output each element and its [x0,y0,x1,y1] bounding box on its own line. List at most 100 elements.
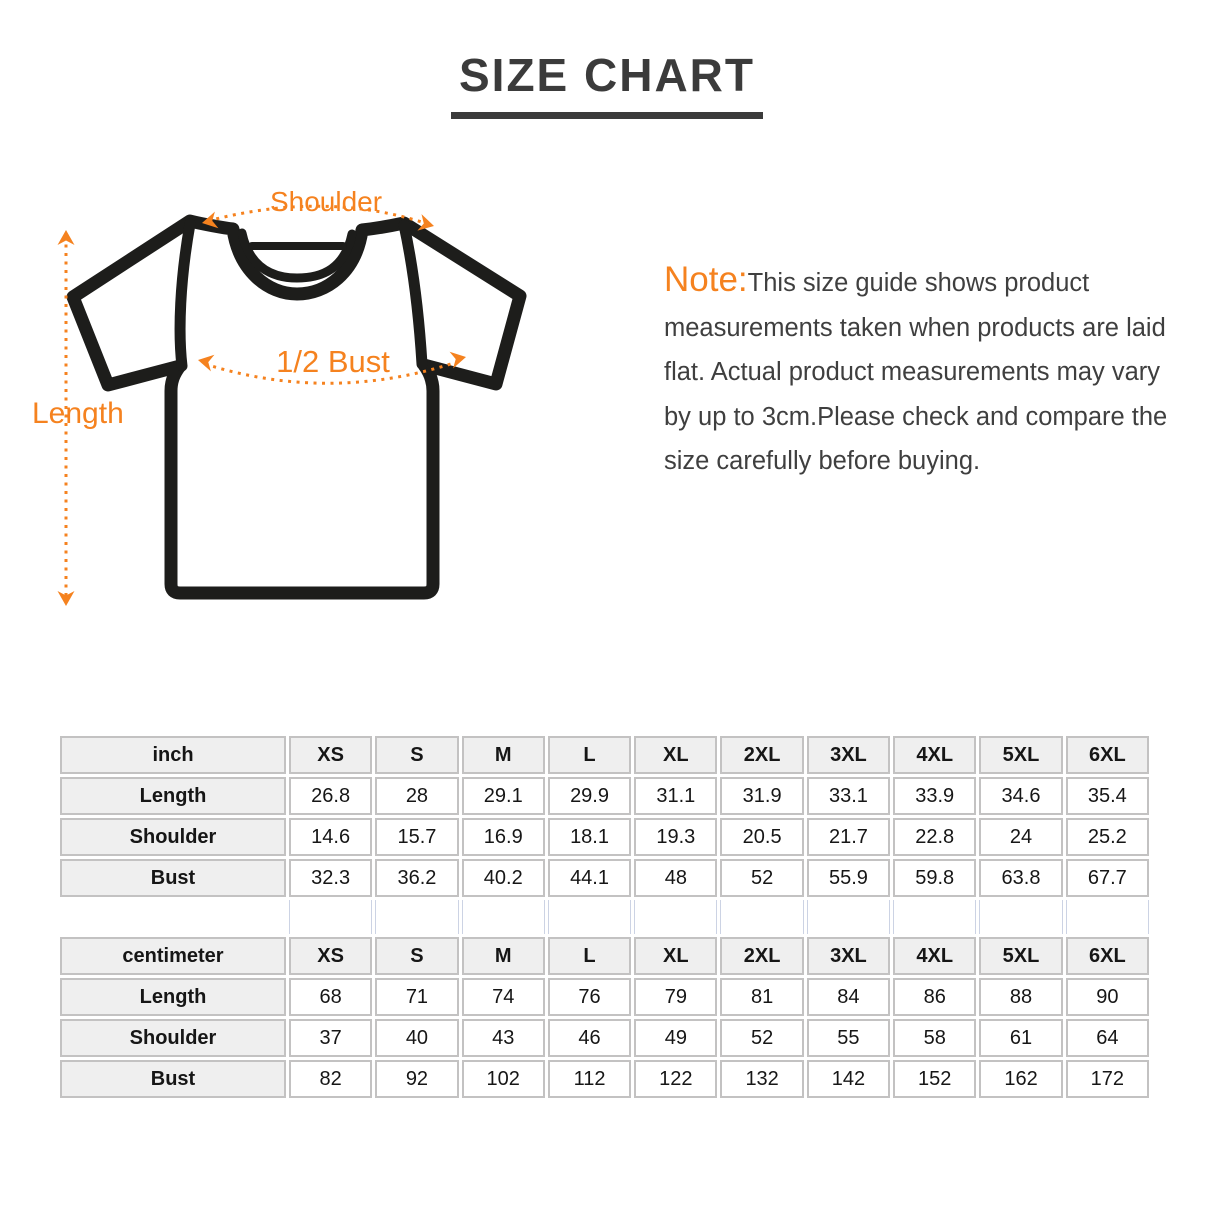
measurement-value: 64 [1065,1019,1149,1057]
bust-arrow-line [204,359,461,385]
measurement-value: 71 [375,978,459,1016]
size-column-header: M [461,937,545,975]
size-column-header: 5XL [979,937,1063,975]
unit-label-centimeter: centimeter [60,937,286,975]
bust-label: 1/2 Bust [276,344,390,379]
measurement-value: 152 [893,1060,977,1098]
measurement-value: 82 [289,1060,373,1098]
measurement-row-bust: Bust 32.3 36.2 40.2 44.1 48 52 55.9 59.8 63.8 67.7 [60,859,1149,897]
collar-icon [237,228,357,283]
measurement-value: 55.9 [806,859,891,897]
measurement-value: 122 [634,1060,718,1098]
length-label: Length [32,397,124,430]
measurement-value: 29.9 [547,777,632,815]
measurement-value: 59.8 [893,859,977,897]
measurement-value: 14.6 [289,818,373,856]
measurement-label: Length [60,978,286,1016]
measurement-value: 55 [806,1019,891,1057]
measurement-value: 112 [547,1060,632,1098]
unit-header-row: inch XS S M L XL 2XL 3XL 4XL 5XL 6XL [60,736,1149,774]
measurement-value: 43 [461,1019,545,1057]
measurement-value: 29.1 [461,777,545,815]
measurement-value: 15.7 [375,818,459,856]
measurement-value: 22.8 [893,818,977,856]
note-body-text: This size guide shows product measuremen… [664,269,1168,475]
size-column-header: XL [634,937,718,975]
size-column-header: XS [289,736,373,774]
spacer-cell [806,900,891,934]
measurement-label: Bust [60,1060,286,1098]
measurement-value: 74 [461,978,545,1016]
spacer-cell [634,900,718,934]
measurement-row-bust: Bust 82 92 102 112 122 132 142 152 162 172 [60,1060,1149,1098]
measurement-value: 31.9 [720,777,804,815]
spacer-cell [1065,900,1149,934]
measurement-value: 34.6 [979,777,1063,815]
measurement-value: 32.3 [289,859,373,897]
measurement-value: 26.8 [289,777,373,815]
measurement-annotations: Shoulder 1/2 Bust Length [32,186,468,606]
spacer-cell [547,900,632,934]
measurement-value: 79 [634,978,718,1016]
measurement-value: 68 [289,978,373,1016]
shoulder-label: Shoulder [270,186,382,217]
size-column-header: XS [289,937,373,975]
measurement-value: 44.1 [547,859,632,897]
measurement-value: 40.2 [461,859,545,897]
size-column-header: 6XL [1065,937,1149,975]
measurement-label: Bust [60,859,286,897]
size-column-header: 4XL [893,937,977,975]
spacer-cell [720,900,804,934]
measurement-value: 132 [720,1060,804,1098]
measurement-value: 102 [461,1060,545,1098]
size-column-header: 5XL [979,736,1063,774]
measurement-row-length: Length 26.8 28 29.1 29.9 31.1 31.9 33.1 33.9 34.6… [60,777,1149,815]
measurement-value: 86 [893,978,977,1016]
measurement-value: 52 [720,1019,804,1057]
measurement-value: 18.1 [547,818,632,856]
measurement-value: 46 [547,1019,632,1057]
unit-header-row: centimeter XS S M L XL 2XL 3XL 4XL 5XL 6XL [60,937,1149,975]
measurement-value: 58 [893,1019,977,1057]
measurement-value: 162 [979,1060,1063,1098]
measurement-value: 81 [720,978,804,1016]
spacer-cell [289,900,373,934]
measurement-value: 36.2 [375,859,459,897]
length-arrowhead-top [57,230,75,245]
note-label: Note: [664,260,748,299]
size-column-header: 2XL [720,937,804,975]
measurement-label: Length [60,777,286,815]
measurement-value: 67.7 [1065,859,1149,897]
measurement-value: 84 [806,978,891,1016]
spacer-cell [893,900,977,934]
measurement-value: 52 [720,859,804,897]
note-paragraph: Note:This size guide shows product measu… [664,258,1169,484]
size-column-header: S [375,736,459,774]
measurement-value: 33.1 [806,777,891,815]
size-column-header: XL [634,736,718,774]
measurement-value: 76 [547,978,632,1016]
measurement-value: 28 [375,777,459,815]
table-spacer-row [60,900,1149,934]
size-column-header: M [461,736,545,774]
measurement-value: 33.9 [893,777,977,815]
measurement-value: 142 [806,1060,891,1098]
measurement-value: 16.9 [461,818,545,856]
measurement-value: 35.4 [1065,777,1149,815]
unit-label-inch: inch [60,736,286,774]
measurement-row-shoulder: Shoulder 37 40 43 46 49 52 55 58 61 64 [60,1019,1149,1057]
measurement-value: 40 [375,1019,459,1057]
measurement-value: 61 [979,1019,1063,1057]
size-column-header: 6XL [1065,736,1149,774]
shoulder-arrow-line [207,204,429,226]
size-column-header: 4XL [893,736,977,774]
size-column-header: S [375,937,459,975]
measurement-value: 19.3 [634,818,718,856]
tshirt-illustration: Shoulder 1/2 Bust Length [32,186,527,606]
tshirt-diagram: Shoulder 1/2 Bust Length [30,180,630,632]
size-table: inch XS S M L XL 2XL 3XL 4XL 5XL 6XL Length 26.8 28 29… [57,733,1152,1101]
size-column-header: L [547,736,632,774]
measurement-value: 172 [1065,1060,1149,1098]
size-column-header: 3XL [806,937,891,975]
